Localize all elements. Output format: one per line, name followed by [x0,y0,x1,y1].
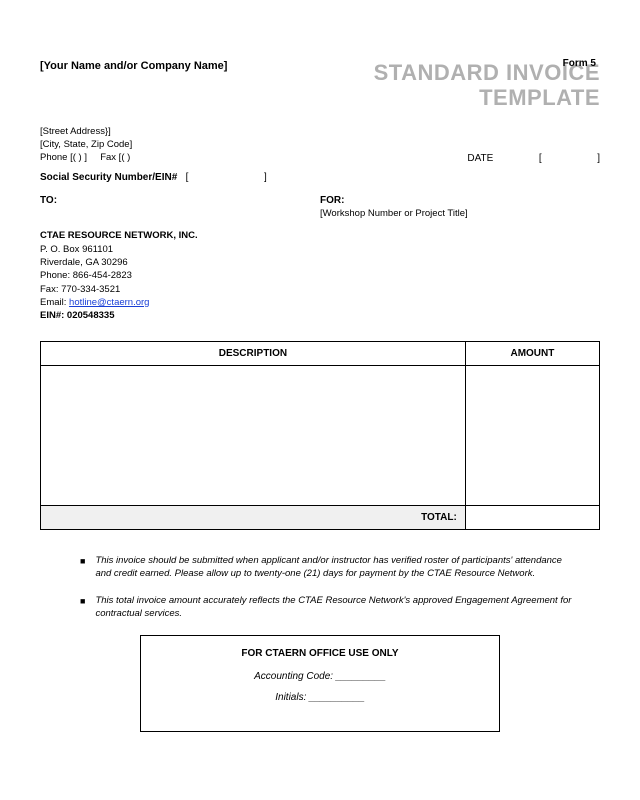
header-description: DESCRIPTION [41,341,466,365]
recipient-email-row: Email: hotline@ctaern.org [40,296,600,309]
office-accounting-code: Accounting Code: _________ [151,671,489,682]
ssn-label: Social Security Number/EIN# [40,172,177,183]
amount-cell [465,365,599,505]
recipient-fax: Fax: 770-334-3521 [40,283,600,296]
square-bullet-icon: ■ [80,555,85,568]
recipient-name: CTAE RESOURCE NETWORK, INC. [40,229,600,242]
ssn-row: Social Security Number/EIN# [ ] [40,172,600,183]
sender-fax: Fax [( ) [100,152,130,163]
invoice-table: DESCRIPTION AMOUNT TOTAL: [40,341,600,530]
description-cell [41,365,466,505]
header-row: [Your Name and/or Company Name] STANDARD… [40,60,600,111]
recipient-city: Riverdale, GA 30296 [40,256,600,269]
recipient-po: P. O. Box 961101 [40,243,600,256]
sender-city: [City, State, Zip Code] [40,138,132,151]
ssn-close: ] [264,172,267,183]
table-body-row [41,365,600,505]
date-label: DATE [467,153,493,164]
for-placeholder: [Workshop Number or Project Title] [320,208,600,219]
header-amount: AMOUNT [465,341,599,365]
table-total-row: TOTAL: [41,505,600,529]
date-close-bracket: ] [597,153,600,164]
sender-phone: Phone [( ) ] [40,152,87,163]
to-for-row: TO: FOR: [Workshop Number or Project Tit… [40,195,600,219]
sender-name: [Your Name and/or Company Name] [40,60,227,72]
for-block: FOR: [Workshop Number or Project Title] [320,195,600,219]
note-item: ■ This total invoice amount accurately r… [80,594,580,621]
for-label: FOR: [320,195,600,206]
date-row: DATE [ ] [467,153,600,164]
recipient-email-label: Email: [40,297,69,308]
to-label: TO: [40,195,57,206]
note-text: This total invoice amount accurately ref… [95,594,580,621]
office-use-box: FOR CTAERN OFFICE USE ONLY Accounting Co… [140,635,500,732]
ssn-open: [ [186,172,189,183]
table-header-row: DESCRIPTION AMOUNT [41,341,600,365]
total-amount [465,505,599,529]
date-open-bracket: [ [539,153,542,164]
recipient-block: CTAE RESOURCE NETWORK, INC. P. O. Box 96… [40,229,600,322]
note-text: This invoice should be submitted when ap… [95,554,580,581]
office-initials: Initials: __________ [151,692,489,703]
note-item: ■ This invoice should be submitted when … [80,554,580,581]
form-label: Form 5 [563,58,596,69]
sender-phone-fax: Phone [( ) ] Fax [( ) [40,151,132,164]
notes-block: ■ This invoice should be submitted when … [80,554,580,621]
recipient-ein: EIN#: 020548335 [40,309,600,322]
square-bullet-icon: ■ [80,595,85,608]
sender-address: [Street Address}] [City, State, Zip Code… [40,125,132,165]
total-label: TOTAL: [41,505,466,529]
to-block: TO: [40,195,57,219]
office-title: FOR CTAERN OFFICE USE ONLY [151,648,489,659]
recipient-email-link[interactable]: hotline@ctaern.org [69,297,149,308]
sender-street: [Street Address}] [40,125,132,138]
title-line-2: TEMPLATE [374,85,600,110]
recipient-phone: Phone: 866-454-2823 [40,269,600,282]
